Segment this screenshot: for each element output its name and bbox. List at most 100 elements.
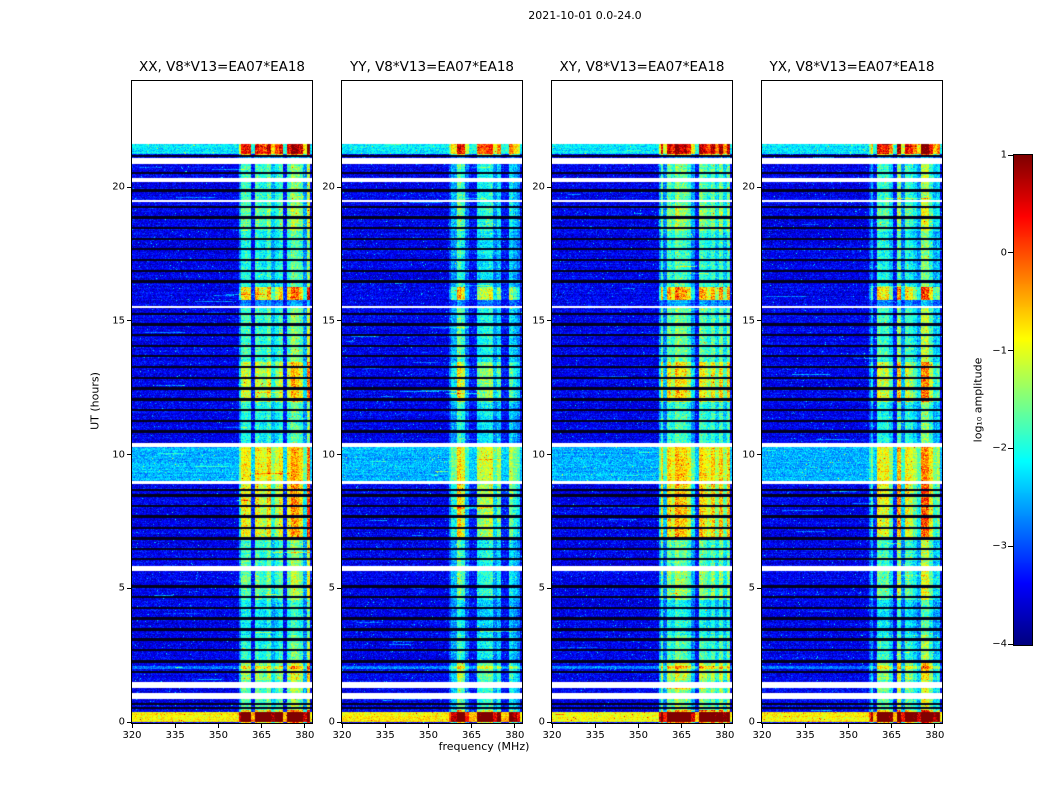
y-tick-label: 20 xyxy=(322,181,335,193)
colorbar-tick-label: −1 xyxy=(992,345,1007,357)
y-tick xyxy=(127,454,131,455)
y-tick-label: 0 xyxy=(118,716,125,728)
x-tick xyxy=(847,724,849,728)
x-tick-label: 335 xyxy=(795,730,815,741)
y-tick xyxy=(127,587,131,589)
y-tick xyxy=(127,320,131,322)
x-tick xyxy=(724,724,726,728)
x-tick-label: 320 xyxy=(122,730,142,741)
x-tick xyxy=(217,724,219,728)
x-tick-label: 350 xyxy=(628,730,648,741)
x-tick xyxy=(637,724,639,728)
x-tick xyxy=(304,724,306,728)
panel-title-yy: YY, V8*V13=EA07*EA18 xyxy=(349,59,515,75)
x-tick-label: 335 xyxy=(585,730,605,741)
x-tick-label: 320 xyxy=(752,730,772,741)
spectrogram-yx xyxy=(762,81,942,723)
plot-area-xy xyxy=(551,80,733,724)
x-tick-label: 380 xyxy=(715,730,735,741)
y-tick xyxy=(757,454,761,455)
y-tick xyxy=(337,721,341,723)
x-tick xyxy=(427,724,429,728)
x-tick xyxy=(261,724,263,728)
colorbar-tick xyxy=(1008,545,1013,547)
y-tick-label: 15 xyxy=(532,315,545,327)
x-tick-label: 335 xyxy=(375,730,395,741)
y-tick-label: 15 xyxy=(742,315,755,327)
x-tick-label: 320 xyxy=(332,730,352,741)
y-tick-label: 20 xyxy=(742,181,755,193)
x-tick-label: 365 xyxy=(882,730,902,741)
y-axis-label: UT (hours) xyxy=(88,372,102,430)
colorbar xyxy=(1013,154,1033,646)
y-tick xyxy=(547,454,551,455)
y-tick xyxy=(337,454,341,455)
spectrogram-yy xyxy=(342,81,522,723)
colorbar-tick xyxy=(1008,447,1013,449)
y-tick xyxy=(547,587,551,589)
x-axis-label: frequency (MHz) xyxy=(438,740,530,753)
colorbar-tick-label: −4 xyxy=(992,638,1007,650)
panel-title-xx: XX, V8*V13=EA07*EA18 xyxy=(138,59,306,75)
y-tick-label: 5 xyxy=(748,582,755,594)
plot-area-xx xyxy=(131,80,313,724)
x-tick xyxy=(174,724,176,728)
colorbar-tick-label: −2 xyxy=(992,442,1007,454)
x-tick xyxy=(471,724,473,728)
x-tick-label: 335 xyxy=(165,730,185,741)
y-tick xyxy=(757,587,761,589)
x-tick-label: 365 xyxy=(672,730,692,741)
x-tick xyxy=(514,724,516,728)
colorbar-tick xyxy=(1008,350,1013,352)
x-tick-label: 380 xyxy=(505,730,525,741)
spectrogram-xy xyxy=(552,81,732,723)
y-tick xyxy=(757,721,761,723)
colorbar-tick xyxy=(1008,154,1013,156)
y-tick xyxy=(547,721,551,723)
x-tick-label: 380 xyxy=(295,730,315,741)
x-tick xyxy=(131,724,133,728)
y-tick-label: 20 xyxy=(532,181,545,193)
y-tick xyxy=(337,587,341,589)
y-tick xyxy=(337,186,341,188)
plot-area-yx xyxy=(761,80,943,724)
colorbar-label: log₁₀ amplitude xyxy=(971,357,985,443)
x-tick xyxy=(384,724,386,728)
x-tick xyxy=(681,724,683,728)
x-tick xyxy=(551,724,553,728)
panel-title-yx: YX, V8*V13=EA07*EA18 xyxy=(769,59,935,75)
y-tick-label: 5 xyxy=(118,582,125,594)
y-tick xyxy=(337,320,341,322)
y-tick-label: 0 xyxy=(538,716,545,728)
x-tick xyxy=(804,724,806,728)
x-tick-label: 350 xyxy=(208,730,228,741)
x-tick-label: 365 xyxy=(252,730,272,741)
y-tick-label: 0 xyxy=(748,716,755,728)
colorbar-tick-label: 1 xyxy=(1000,149,1007,161)
x-tick xyxy=(934,724,936,728)
y-tick-label: 10 xyxy=(322,449,335,460)
y-tick-label: 15 xyxy=(112,315,125,327)
y-tick xyxy=(757,186,761,188)
x-tick-label: 320 xyxy=(542,730,562,741)
y-tick xyxy=(547,186,551,188)
spectrogram-xx xyxy=(132,81,312,723)
y-tick xyxy=(127,721,131,723)
x-tick-label: 350 xyxy=(418,730,438,741)
y-tick xyxy=(757,320,761,322)
y-tick-label: 15 xyxy=(322,315,335,327)
x-tick xyxy=(891,724,893,728)
x-tick-label: 380 xyxy=(925,730,945,741)
y-tick-label: 10 xyxy=(112,449,125,460)
y-tick xyxy=(127,186,131,188)
colorbar-tick-label: 0 xyxy=(1000,247,1007,259)
y-tick-label: 5 xyxy=(538,582,545,594)
x-tick xyxy=(341,724,343,728)
x-tick xyxy=(761,724,763,728)
x-tick xyxy=(594,724,596,728)
y-tick-label: 10 xyxy=(742,449,755,460)
y-tick-label: 10 xyxy=(532,449,545,460)
plot-area-yy xyxy=(341,80,523,724)
panel-title-xy: XY, V8*V13=EA07*EA18 xyxy=(559,59,725,75)
